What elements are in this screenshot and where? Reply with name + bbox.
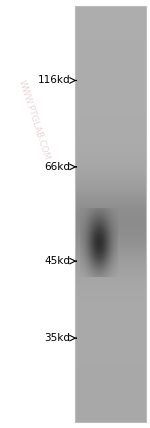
Text: 116kd: 116kd (38, 75, 70, 86)
Text: 66kd: 66kd (45, 162, 70, 172)
Text: 45kd: 45kd (45, 256, 70, 266)
Text: WWW.PTGLAB.COM: WWW.PTGLAB.COM (17, 78, 52, 161)
Bar (75, 6, 146, 422)
Text: 35kd: 35kd (45, 333, 70, 343)
